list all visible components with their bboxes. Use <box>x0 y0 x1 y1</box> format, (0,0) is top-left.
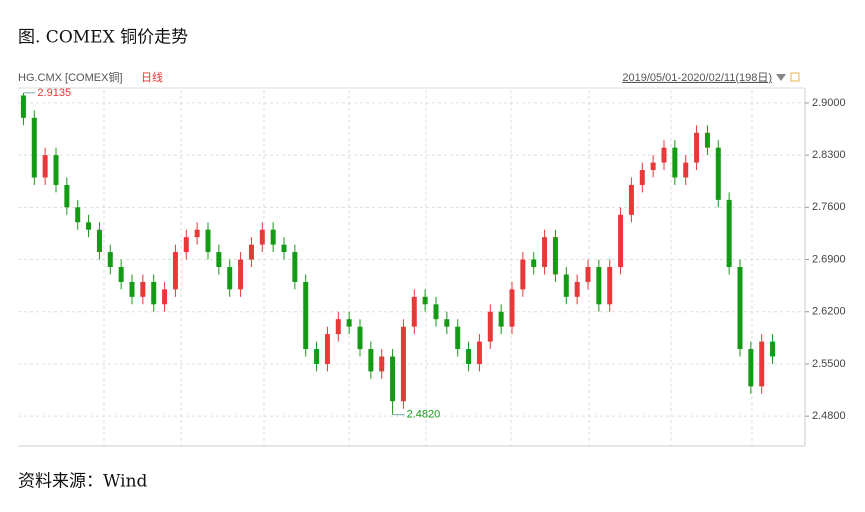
candle-body <box>520 259 526 290</box>
candle-body <box>748 349 754 387</box>
candle-body <box>715 147 721 200</box>
candle-body <box>292 252 298 282</box>
candle-body <box>335 319 341 335</box>
candle-body <box>194 229 200 238</box>
date-range[interactable]: 2019/05/01-2020/02/11(198日) <box>622 72 772 84</box>
candle-body <box>281 244 287 253</box>
candle-body <box>216 252 222 267</box>
candle-body <box>661 147 667 163</box>
candle-body <box>205 229 211 253</box>
candle-body <box>422 296 428 305</box>
source-note: 资料来源：Wind <box>18 472 148 492</box>
candle-body <box>64 184 70 208</box>
candle-body <box>737 267 743 350</box>
candle-body <box>585 267 591 282</box>
candle-body <box>466 349 472 364</box>
candle-body <box>140 281 146 297</box>
y-tick-label: 2.6900 <box>812 253 846 265</box>
candle-body <box>259 229 265 245</box>
candle-body <box>151 281 157 305</box>
candle-body <box>270 229 276 245</box>
min-label: 2.4820 <box>407 409 441 421</box>
candle-body <box>683 162 689 178</box>
y-tick-label: 2.4800 <box>812 410 846 422</box>
candle-body <box>607 267 613 305</box>
candle-body <box>400 326 406 402</box>
y-tick-label: 2.9000 <box>812 97 846 109</box>
candle-body <box>303 281 309 350</box>
candle-body <box>759 341 765 387</box>
figure-title: 图. COMEX 铜价走势 <box>18 28 188 48</box>
candle-body <box>574 281 580 297</box>
candle-body <box>563 274 569 297</box>
candle-body <box>96 229 102 253</box>
candle-body <box>726 199 732 267</box>
period: 日线 <box>141 70 163 84</box>
candle-body <box>368 349 374 372</box>
candle-body <box>487 311 493 342</box>
candle-body <box>476 341 482 364</box>
max-label: 2.9135 <box>37 87 71 99</box>
candle-body <box>411 296 417 327</box>
candle-body <box>444 319 450 327</box>
candle-body <box>75 207 81 223</box>
candle-body <box>498 311 504 327</box>
candle-body <box>118 267 124 282</box>
y-tick-label: 2.8300 <box>812 149 846 161</box>
candle-body <box>238 259 244 290</box>
candle-body <box>107 252 113 267</box>
candle-body <box>542 237 548 267</box>
candle-body <box>379 356 385 372</box>
candle-body <box>31 117 37 178</box>
dropdown-icon[interactable] <box>776 74 786 81</box>
lock-icon[interactable] <box>790 72 800 82</box>
candle-body <box>248 244 254 260</box>
candle-body <box>227 267 233 290</box>
candle-body <box>162 289 168 305</box>
candle-body <box>509 289 515 327</box>
symbol: HG.CMX [COMEX铜] <box>18 70 123 84</box>
candle-body <box>628 184 634 215</box>
candle-body <box>183 237 189 253</box>
y-tick-label: 2.6200 <box>812 306 846 318</box>
candle-body <box>552 237 558 275</box>
candle-body <box>455 326 461 350</box>
candle-body <box>390 356 396 402</box>
y-tick-label: 2.5500 <box>812 358 846 370</box>
candle-body <box>324 334 330 364</box>
candle-body <box>650 162 656 171</box>
candle-body <box>129 281 135 297</box>
candle-body <box>314 349 320 364</box>
y-tick-label: 2.7600 <box>812 201 846 213</box>
candle-body <box>86 222 92 230</box>
candle-body <box>20 95 26 118</box>
candle-body <box>172 252 178 290</box>
candle-body <box>346 319 352 327</box>
candle-body <box>53 155 59 185</box>
candle-body <box>704 132 710 148</box>
candle-body <box>672 147 678 178</box>
candle-body <box>42 155 48 178</box>
candle-body <box>357 326 363 350</box>
candle-body <box>639 170 645 185</box>
candle-body <box>433 304 439 320</box>
candle-body <box>770 341 776 357</box>
candle-body <box>531 259 537 267</box>
candle-body <box>694 132 700 163</box>
candle-body <box>596 267 602 305</box>
month-grid <box>103 90 753 446</box>
candle-body <box>618 214 624 267</box>
